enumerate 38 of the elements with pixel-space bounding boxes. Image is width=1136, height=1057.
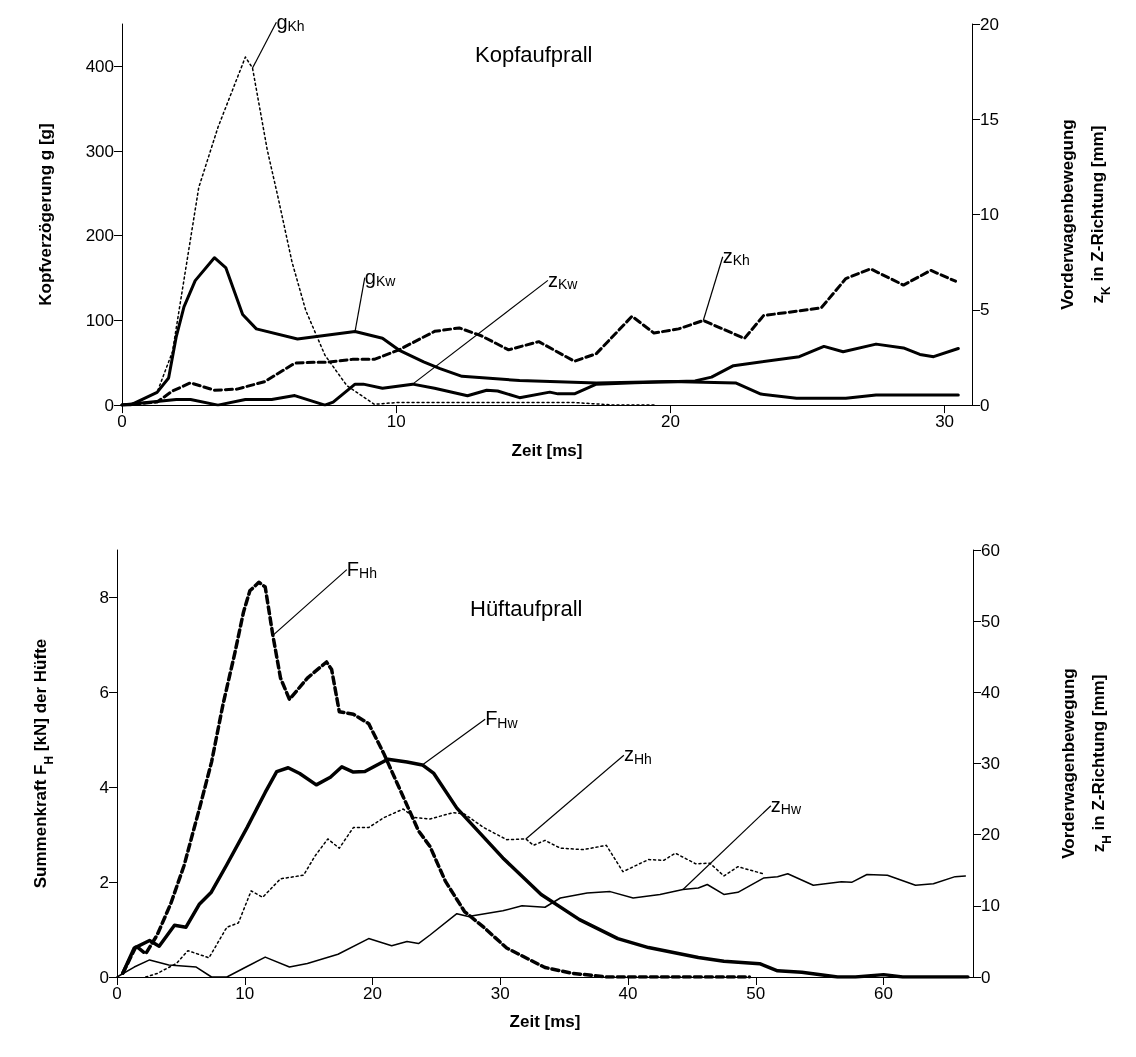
y-tick-label: 0 [104,395,114,415]
y-tick-label: 8 [99,587,109,607]
x-axis-title: Zeit [ms] [509,1012,581,1032]
x-tick-label: 20 [660,412,680,432]
x-tick-label: 0 [117,412,127,432]
y-tick-label: 6 [99,682,109,702]
y-axis-title: Kopfverzögerung g [g] [35,123,55,306]
x-tick-label: 60 [874,984,894,1003]
y2-tick-label: 50 [981,611,1000,631]
x-tick-label: 40 [618,984,638,1003]
y2-tick-label: 20 [980,14,999,34]
y-tick-label: 0 [99,967,109,987]
y-tick-label: 300 [85,141,114,161]
y-tick-label: 2 [99,872,109,892]
x-tick-label: 10 [386,412,406,432]
x-axis-title: Zeit [ms] [511,440,583,460]
y2-tick-label: 10 [980,205,999,225]
y-tick-label: 4 [99,777,109,797]
y2-tick-label: 10 [981,896,1000,916]
x-tick-label: 10 [235,984,255,1003]
y2-tick-label: 40 [981,682,1000,702]
y2-tick-label: 60 [981,540,1000,560]
y2-tick-label: 0 [980,395,990,415]
x-tick-label: 50 [746,984,766,1003]
y-tick-label: 200 [85,226,114,246]
text: Kopfaufprall [475,41,593,67]
y2-tick-label: 5 [980,300,990,320]
x-tick-label: 30 [935,412,955,432]
x-tick-label: 30 [490,984,510,1003]
text: Hüftaufprall [470,595,583,621]
y-tick-label: 100 [85,310,114,330]
y-axis-title: Summenkraft FH [kN] der Hüfte [30,638,56,889]
y-tick-label: 400 [85,56,114,76]
y2-tick-label: 30 [981,754,1000,773]
y2-tick-label: 20 [981,825,1000,845]
y2-tick-label: 0 [981,967,991,987]
y2-tick-label: 15 [980,109,999,129]
x-tick-label: 20 [363,984,382,1003]
